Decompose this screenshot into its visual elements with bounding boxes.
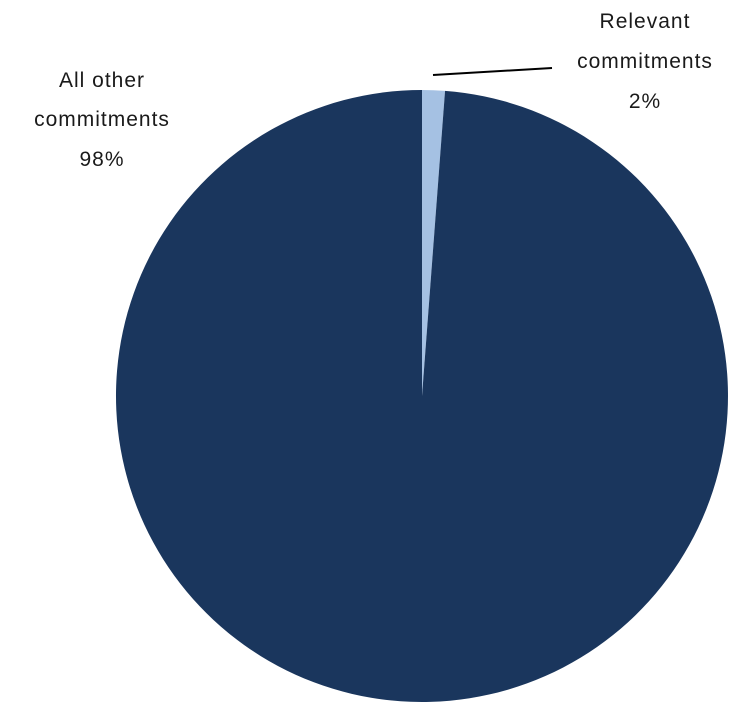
- label-relevant: Relevant commitments 2%: [577, 10, 713, 113]
- pie-slice-relevant: [422, 90, 446, 396]
- label-relevant-line1: Relevant: [600, 10, 691, 33]
- label-all-other-line1: All other: [59, 69, 145, 92]
- label-all-other-line2: commitments: [34, 108, 170, 131]
- label-all-other: All other commitments 98%: [34, 69, 170, 171]
- pie-slice-all-other: [115, 90, 728, 702]
- leader-line-relevant: [432, 67, 553, 76]
- pie-slices: [115, 90, 728, 702]
- label-relevant-line2: commitments: [577, 50, 713, 73]
- label-relevant-percent: 2%: [629, 90, 661, 113]
- label-all-other-percent: 98%: [79, 148, 124, 171]
